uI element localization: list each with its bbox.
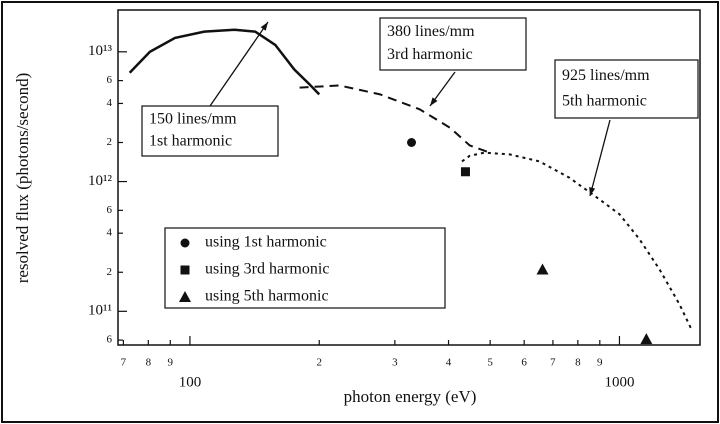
legend-box xyxy=(164,227,446,309)
annotation-box xyxy=(554,59,699,119)
y-axis-title: resolved flux (photons/second) xyxy=(13,73,32,284)
legend-label: using 3rd harmonic xyxy=(205,261,329,278)
x-tick-label: 3 xyxy=(392,357,398,369)
marker-triangle xyxy=(179,291,191,302)
annotation-box xyxy=(141,105,279,157)
y-tick-label: 10¹² xyxy=(88,173,112,189)
flux-curve xyxy=(128,28,321,96)
annotation-text: 5th harmonic xyxy=(562,92,647,109)
x-tick-label: 9 xyxy=(168,357,174,369)
annotation-arrow xyxy=(209,21,269,107)
legend-label: using 1st harmonic xyxy=(205,234,327,251)
legend: using 1st harmonic using 3rd harmonic usin… xyxy=(164,227,446,309)
flux-curve xyxy=(461,151,693,330)
annotation-text: 925 lines/mm xyxy=(562,67,650,84)
x-tick-label: 8 xyxy=(146,357,152,369)
x-axis-title: photon energy (eV) xyxy=(344,387,477,406)
y-tick-label: 6 xyxy=(107,204,113,216)
y-tick-label: 2 xyxy=(107,266,113,278)
x-tick-label: 8 xyxy=(575,357,581,369)
y-tick-label: 6 xyxy=(107,74,113,86)
annotation-text: 150 lines/mm xyxy=(149,111,237,128)
annotation-box xyxy=(379,17,527,71)
annotation-text: 3rd harmonic xyxy=(387,46,473,63)
marker-triangle xyxy=(536,263,549,275)
y-tick-label: 2 xyxy=(107,136,113,148)
x-tick-label: 6 xyxy=(521,357,527,369)
x-tick-label: 7 xyxy=(550,357,556,369)
marker-square xyxy=(460,167,470,177)
arrow-head xyxy=(430,97,438,106)
plot-frame xyxy=(117,9,701,346)
y-tick-label: 4 xyxy=(107,227,113,239)
flux-curve xyxy=(299,84,491,154)
y-tick-label: 10¹³ xyxy=(88,43,112,59)
x-tick-label: 9 xyxy=(597,357,603,369)
y-tick-label: 10¹¹ xyxy=(88,303,112,319)
arrow-head xyxy=(260,22,268,31)
x-tick-label: 2 xyxy=(316,357,322,369)
marker-triangle xyxy=(640,333,653,345)
marker-circle xyxy=(180,238,190,248)
marker-square xyxy=(180,265,190,275)
marker-circle xyxy=(407,138,417,148)
x-tick-label: 4 xyxy=(446,357,452,369)
x-tick-label: 100 xyxy=(179,374,202,390)
arrow-head xyxy=(589,187,596,196)
y-tick-label: 4 xyxy=(107,97,113,109)
x-tick-label: 1000 xyxy=(604,374,634,390)
x-tick-label: 5 xyxy=(487,357,493,369)
legend-label: using 5th harmonic xyxy=(205,288,329,305)
annotation-text: 380 lines/mm xyxy=(387,23,475,40)
y-tick-label: 6 xyxy=(107,334,113,346)
x-tick-label: 7 xyxy=(121,357,127,369)
annotation-text: 1st harmonic xyxy=(149,133,232,150)
annotation-arrow xyxy=(589,119,611,197)
